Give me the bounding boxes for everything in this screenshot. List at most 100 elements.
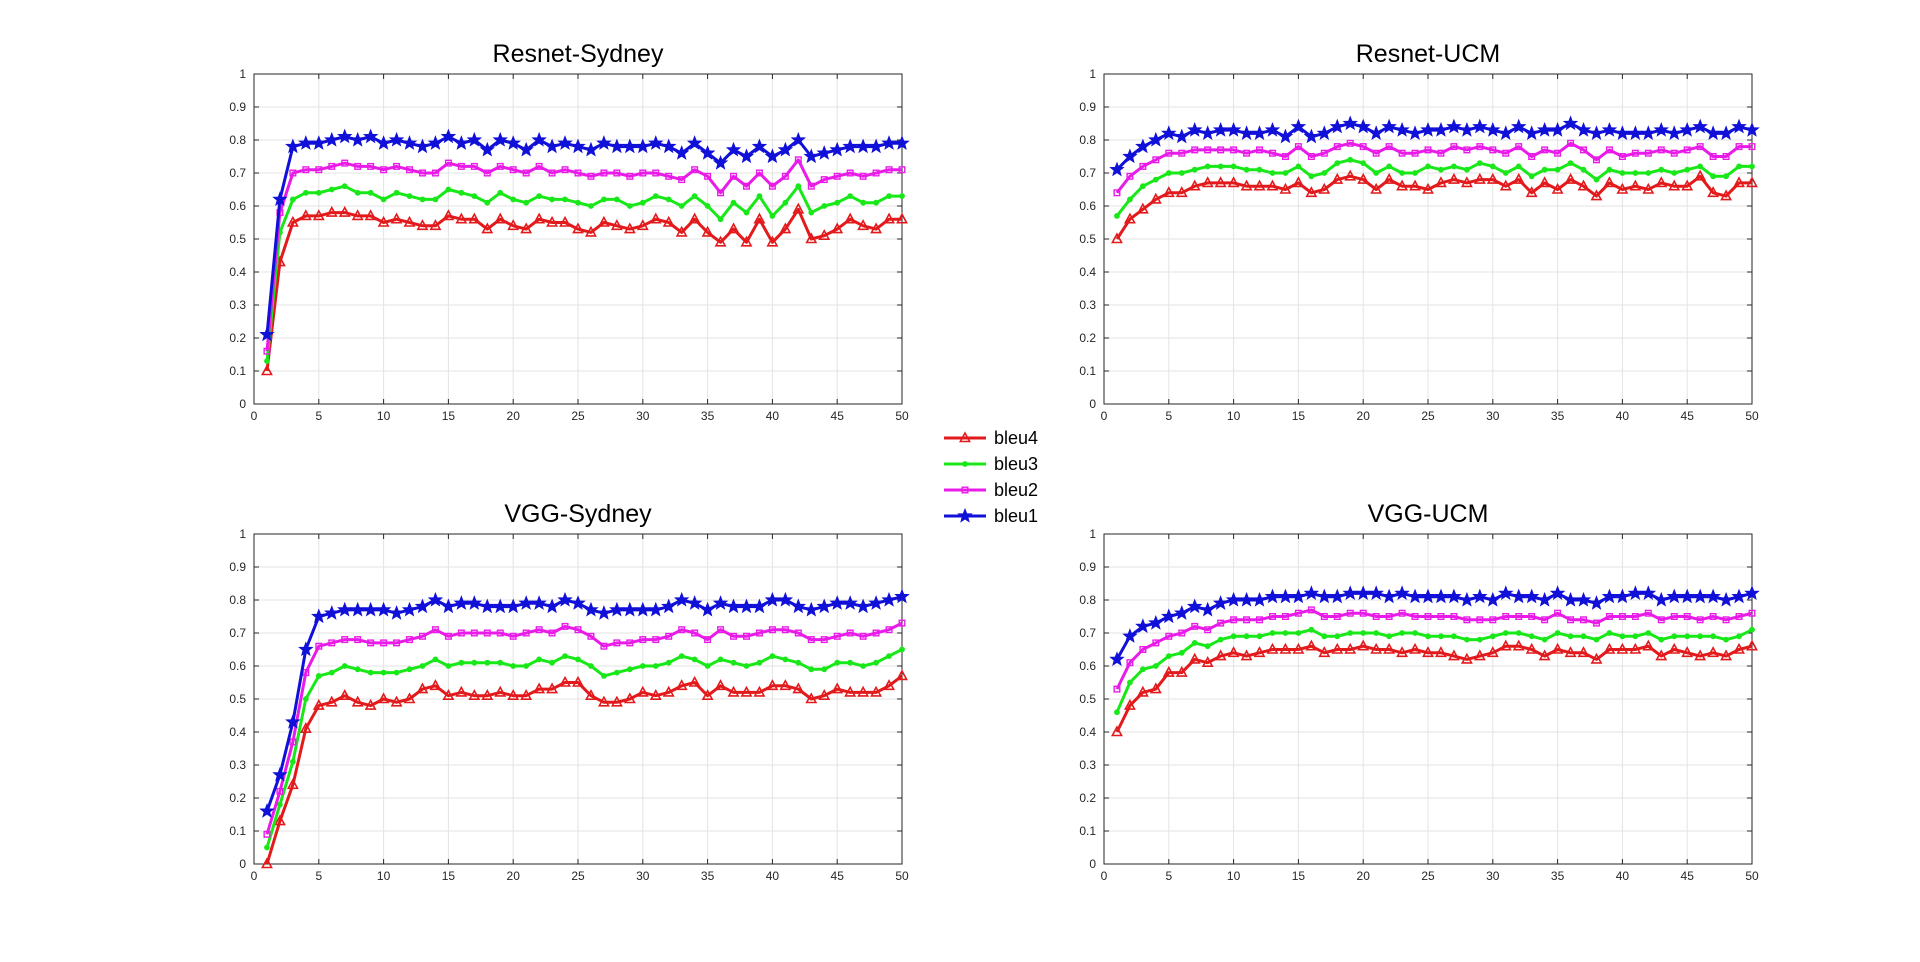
bleu2-marker	[1191, 622, 1199, 630]
bleu3-marker	[1308, 173, 1315, 180]
bleu3-marker	[341, 663, 348, 669]
bleu3-marker	[1502, 630, 1509, 636]
bleu1-marker	[790, 131, 807, 147]
y-tick-label: 0.8	[1079, 133, 1096, 147]
x-tick-label: 25	[571, 409, 585, 423]
bleu1-marker	[855, 138, 871, 154]
x-tick-label: 15	[442, 869, 456, 883]
bleu1-marker	[1562, 591, 1579, 607]
bleu3-marker	[523, 663, 530, 669]
bleu4-marker	[623, 222, 636, 234]
bleu1-marker	[298, 641, 314, 657]
bleu3-marker	[302, 189, 309, 196]
bleu2-marker	[665, 632, 673, 640]
bleu4-marker	[649, 212, 662, 224]
y-tick-label: 0.9	[229, 100, 246, 114]
bleu4-marker	[299, 722, 312, 734]
bleu1-marker	[272, 191, 288, 207]
bleu4-marker	[623, 692, 636, 704]
x-tick-label: 50	[1745, 869, 1759, 883]
bleu4-marker	[481, 689, 494, 701]
bleu3-marker	[1295, 163, 1302, 170]
bleu1-marker	[311, 608, 327, 624]
bleu2-marker	[730, 632, 738, 640]
bleu3-marker	[1217, 163, 1224, 170]
y-tick-label: 0.4	[229, 725, 246, 739]
bleu1-marker	[1692, 118, 1708, 134]
bleu2-marker	[1515, 143, 1523, 151]
bleu1-marker	[1225, 591, 1242, 607]
bleu1-marker	[1381, 588, 1397, 604]
bleu1-marker	[751, 598, 768, 614]
bleu3-marker	[549, 659, 555, 666]
x-tick-label: 45	[831, 869, 845, 883]
bleu2-marker	[859, 632, 867, 640]
bleu1-marker	[868, 138, 884, 154]
legend-bleu3-marker	[962, 461, 968, 467]
bleu1-marker	[1744, 585, 1760, 600]
y-tick-label: 0.2	[1079, 331, 1096, 345]
bleu2-marker	[535, 626, 543, 634]
legend-label: bleu4	[994, 428, 1038, 448]
subplot-resnet-sydney: 0 5 10 15 20 25 30 35 40 45 50 0 0.1 0.2 0.3 0.4 0.5 0.6 0…	[229, 40, 910, 423]
bleu1-marker	[505, 598, 521, 614]
bleu2-marker	[717, 189, 725, 197]
x-tick-label: 20	[1357, 869, 1371, 883]
legend-label: bleu2	[994, 480, 1038, 500]
bleu3-marker	[1580, 166, 1587, 173]
bleu3-marker	[1152, 176, 1159, 183]
bleu1-marker	[829, 595, 845, 610]
bleu4-marker	[442, 209, 455, 221]
bleu2-marker	[1450, 143, 1458, 151]
bleu4-marker	[779, 679, 792, 691]
x-tick-label: 45	[831, 409, 845, 423]
bleu2-marker	[833, 172, 841, 180]
bleu2-marker	[1748, 609, 1756, 617]
bleu3-marker	[1593, 176, 1600, 183]
legend: bleu4 bleu3 bleu2 bleu1	[944, 428, 1038, 526]
bleu4-marker	[559, 215, 571, 227]
y-tick-label: 0.1	[229, 824, 246, 838]
bleu4-marker	[1111, 232, 1123, 244]
bleu3-marker	[743, 663, 750, 669]
bleu2-marker	[1437, 149, 1445, 157]
bleu3-marker	[1515, 163, 1522, 170]
y-tick-label: 0.6	[1079, 659, 1096, 673]
bleu4-marker	[585, 225, 597, 237]
bleu1-marker	[557, 135, 573, 150]
legend-item-bleu1: bleu1	[944, 506, 1038, 526]
bleu2-marker	[1268, 149, 1276, 157]
bleu3-marker	[497, 189, 504, 196]
bleu4-marker	[870, 685, 883, 697]
y-tick-label: 0.1	[1079, 824, 1096, 838]
bleu4-marker	[325, 205, 338, 217]
y-tick-label: 0.5	[1079, 692, 1096, 706]
bleu3-marker	[1256, 633, 1263, 640]
bleu3-marker	[678, 203, 685, 209]
bleu3-marker	[1619, 633, 1626, 640]
bleu4-marker	[520, 689, 533, 701]
bleu1-marker	[1277, 588, 1294, 604]
y-tick-label: 1	[239, 67, 246, 81]
bleu1-marker	[1212, 121, 1229, 137]
bleu3-marker	[471, 659, 478, 666]
bleu2-marker	[380, 166, 388, 174]
bleu4-marker	[1188, 179, 1201, 191]
bleu1-marker	[1264, 588, 1281, 604]
bleu2-marker	[1554, 609, 1562, 617]
bleu2-marker	[742, 182, 750, 190]
bleu1-marker	[337, 601, 353, 617]
x-tick-label: 5	[1165, 409, 1172, 423]
bleu1-marker	[583, 141, 599, 157]
bleu2-marker	[1139, 162, 1147, 170]
bleu3-marker	[458, 659, 465, 666]
bleu4-marker	[338, 205, 351, 217]
bleu3-marker	[1127, 679, 1133, 686]
bleu1-marker	[1523, 588, 1540, 604]
bleu1-marker	[1731, 588, 1747, 604]
bleu4-marker	[870, 222, 883, 234]
bleu3-marker	[1425, 633, 1431, 640]
y-tick-label: 0	[239, 397, 246, 411]
bleu4-marker	[1486, 646, 1499, 658]
